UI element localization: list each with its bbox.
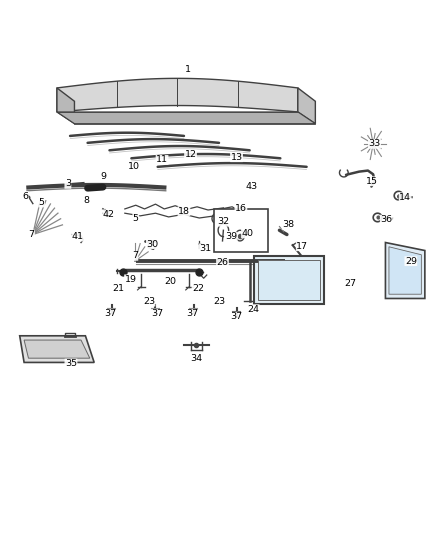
Text: 22: 22 [192, 285, 204, 293]
Polygon shape [57, 112, 315, 124]
Text: 38: 38 [282, 221, 294, 229]
Text: 27: 27 [344, 279, 357, 288]
Text: 17: 17 [296, 242, 308, 251]
Polygon shape [298, 88, 315, 124]
Text: 37: 37 [187, 309, 199, 318]
Text: 32: 32 [217, 217, 230, 226]
Polygon shape [254, 256, 324, 304]
Text: 36: 36 [380, 215, 392, 224]
Text: 14: 14 [399, 193, 411, 201]
Text: 26: 26 [216, 258, 229, 266]
Text: 19: 19 [124, 275, 137, 284]
Text: 13: 13 [230, 153, 243, 161]
Polygon shape [258, 260, 320, 300]
Text: 37: 37 [230, 312, 243, 321]
Text: 43: 43 [246, 182, 258, 191]
Text: 11: 11 [156, 156, 168, 164]
Text: 1: 1 [185, 65, 191, 74]
FancyBboxPatch shape [214, 209, 268, 252]
Text: 8: 8 [84, 196, 90, 205]
Text: 7: 7 [28, 230, 35, 239]
Text: 5: 5 [133, 214, 139, 223]
Text: 16: 16 [235, 205, 247, 213]
Text: 23: 23 [213, 297, 225, 306]
Text: 23: 23 [143, 297, 155, 306]
Polygon shape [389, 247, 421, 294]
Text: 33: 33 [368, 140, 381, 148]
Text: 37: 37 [104, 309, 117, 318]
Text: 39: 39 [225, 232, 237, 241]
Polygon shape [57, 78, 298, 112]
Text: 24: 24 [247, 305, 259, 313]
Text: 9: 9 [100, 173, 106, 181]
Text: 10: 10 [127, 162, 140, 171]
Polygon shape [24, 340, 90, 358]
Polygon shape [20, 336, 94, 362]
Text: 42: 42 [102, 210, 115, 219]
Text: 30: 30 [146, 240, 159, 248]
Text: 20: 20 [164, 277, 176, 286]
Text: 41: 41 [72, 232, 84, 241]
Text: 3: 3 [65, 180, 71, 188]
Text: 31: 31 [199, 244, 211, 253]
Text: 15: 15 [365, 177, 378, 185]
Text: 12: 12 [184, 150, 197, 159]
Polygon shape [385, 243, 425, 298]
Polygon shape [57, 88, 74, 124]
Text: 40: 40 [241, 229, 254, 238]
Text: 7: 7 [132, 252, 138, 260]
Text: 18: 18 [178, 207, 190, 215]
Text: 5: 5 [39, 198, 45, 207]
Text: 21: 21 [112, 285, 124, 293]
Text: 6: 6 [22, 192, 28, 200]
Text: 35: 35 [65, 359, 77, 368]
Text: 34: 34 [190, 354, 202, 362]
Text: 37: 37 [151, 309, 163, 318]
Text: 29: 29 [405, 257, 417, 265]
